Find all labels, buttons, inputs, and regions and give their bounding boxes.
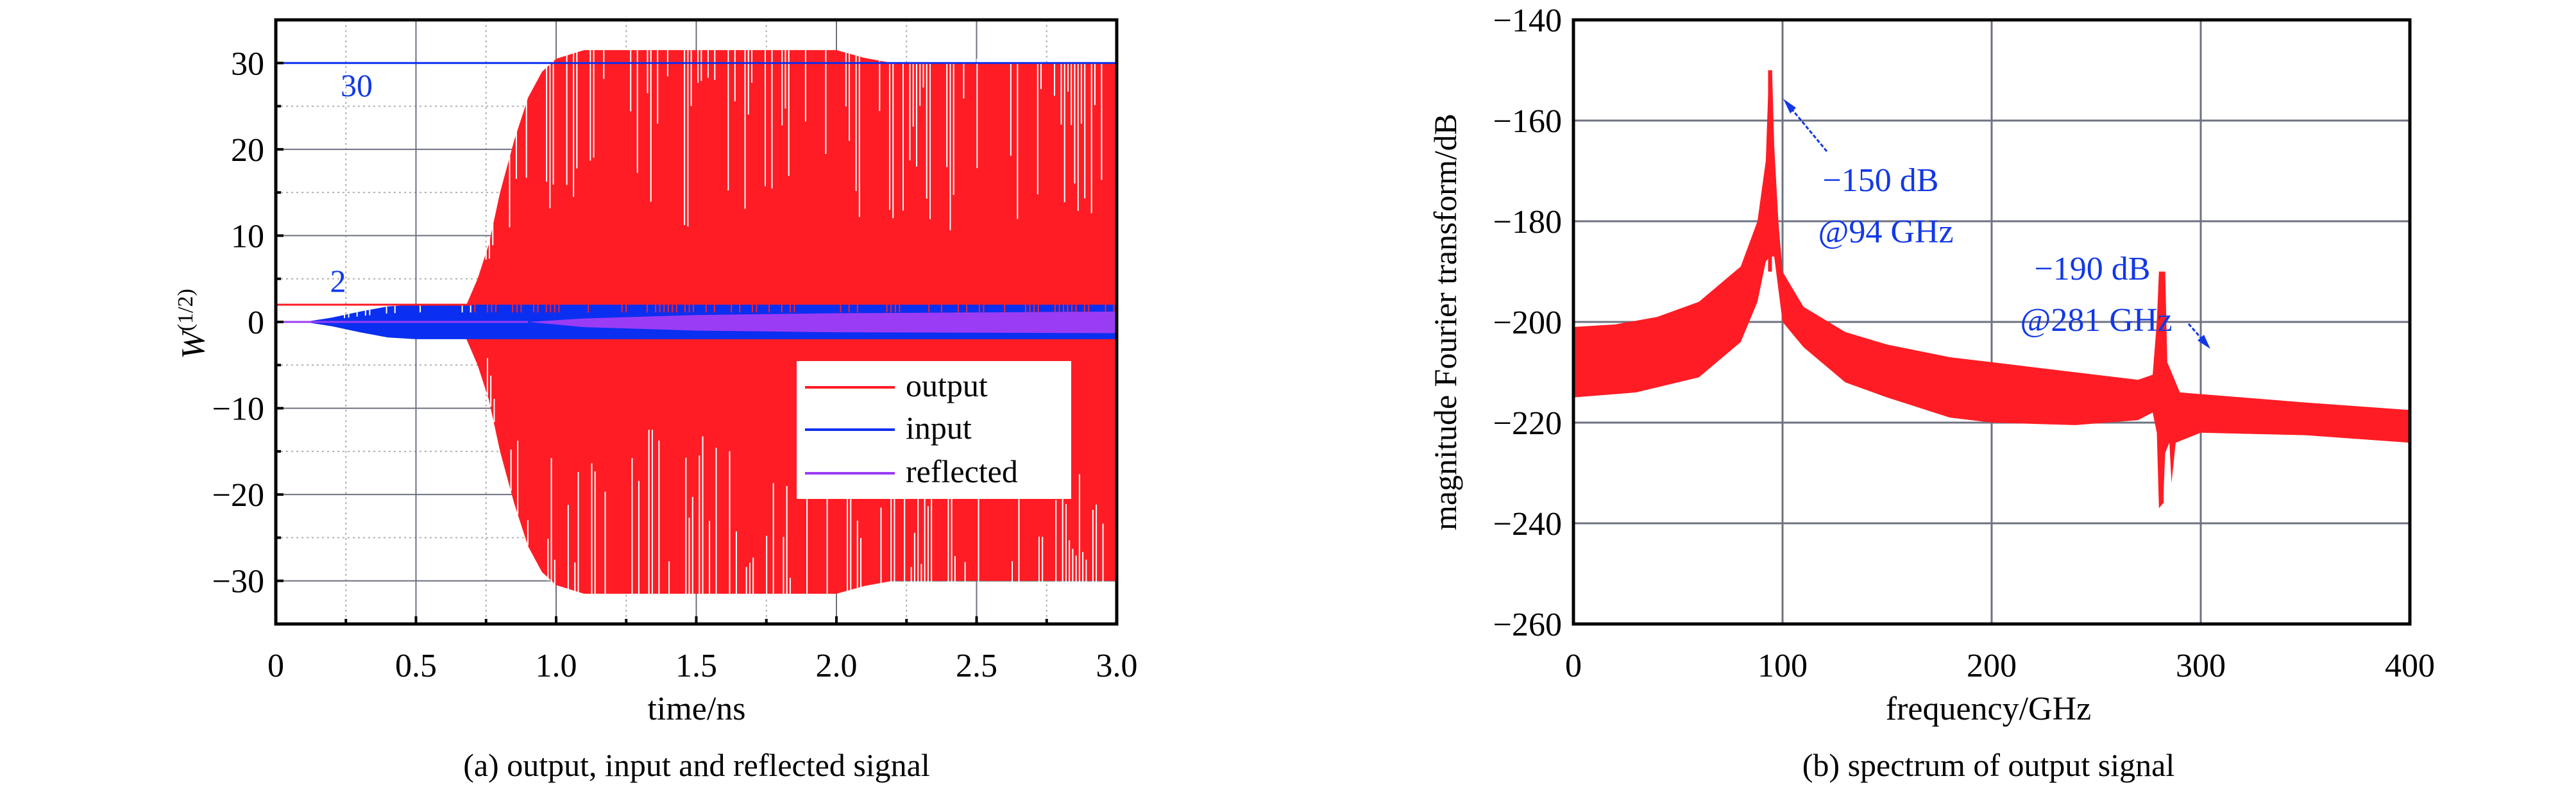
legend-label-output: output	[906, 367, 988, 403]
spectrum-series-band	[1573, 70, 2410, 509]
ref-line-label-2: 2	[330, 263, 346, 299]
annotation-94ghz-value: −150 dB	[1822, 162, 1938, 199]
y-tick-label: −10	[212, 391, 264, 428]
chart-a-ylabel: W(1/2)	[174, 289, 212, 358]
chart-a-xlabel: time/ns	[647, 691, 745, 727]
chart-a-ylabel-main: W	[175, 328, 212, 359]
x-tick-label: 2.0	[816, 648, 858, 684]
y-tick-label: −30	[212, 564, 264, 600]
x-tick-label: 100	[1758, 648, 1808, 684]
ref-line-label-30: 30	[341, 67, 373, 103]
chart-b-caption: (b) spectrum of output signal	[1802, 747, 2174, 783]
chart-a: 0 0.5 1.0 1.5 2.0 2.5 3.0 −30 −20 −10 0 10 20 30 time…	[174, 18, 1138, 783]
chart-a-ylabel-sup: (1/2)	[174, 289, 198, 331]
y-tick-label: −220	[1493, 405, 1562, 442]
x-tick-label: 200	[1967, 648, 2017, 684]
reflected-series-band	[276, 311, 1117, 333]
x-tick-label: 0.5	[395, 648, 437, 684]
y-tick-label: −140	[1493, 3, 1562, 39]
chart-b-ylabel: magnitude Fourier transform/dB	[1427, 114, 1463, 530]
x-tick-label: 0	[267, 648, 284, 684]
y-tick-label: 20	[231, 132, 264, 169]
y-tick-label: −20	[212, 477, 264, 514]
y-tick-label: −160	[1493, 103, 1562, 140]
annotation-281ghz-freq: @281 GHz	[2020, 302, 2172, 339]
chart-a-tick-labels: 0 0.5 1.0 1.5 2.0 2.5 3.0 −30 −20 −10 0 10 20 30	[212, 46, 1138, 684]
y-tick-label: 30	[231, 46, 264, 82]
x-tick-label: 2.5	[956, 648, 997, 684]
chart-a-legend: output input reflected	[797, 361, 1071, 499]
arrowhead-281ghz	[2198, 335, 2210, 349]
chart-a-caption: (a) output, input and reflected signal	[463, 747, 930, 783]
legend-label-reflected: reflected	[906, 453, 1018, 489]
y-tick-label: −200	[1493, 305, 1562, 341]
annotation-arrow-281ghz	[2187, 323, 2208, 345]
chart-b-tick-labels: 0 100 200 300 400 −260 −240 −220 −200 −180 −160 −14…	[1493, 3, 2435, 684]
legend-label-input: input	[906, 410, 972, 446]
chart-b-data	[1573, 70, 2410, 509]
annotation-281ghz-value: −190 dB	[2034, 251, 2150, 287]
x-tick-label: 0	[1565, 648, 1582, 684]
arrowhead-94ghz	[1783, 99, 1796, 114]
x-tick-label: 1.5	[675, 648, 717, 684]
y-tick-label: −180	[1493, 204, 1562, 240]
x-tick-label: 3.0	[1096, 648, 1138, 684]
chart-a-frame	[274, 18, 1119, 626]
x-tick-label: 300	[2176, 648, 2226, 684]
y-tick-label: 0	[248, 305, 264, 341]
x-tick-label: 1.0	[536, 648, 577, 684]
chart-b-frame	[1572, 18, 2412, 626]
chart-a-data	[276, 46, 1117, 598]
chart-b: 0 100 200 300 400 −260 −240 −220 −200 −180 −160 −14…	[1427, 3, 2435, 783]
chart-b-xlabel: frequency/GHz	[1886, 691, 2092, 727]
annotation-arrow-94ghz	[1785, 102, 1828, 152]
y-tick-label: −260	[1493, 607, 1562, 643]
annotation-94ghz-freq: @94 GHz	[1818, 214, 1953, 250]
x-tick-label: 400	[2385, 648, 2435, 684]
chart-b-annotations: −150 dB @94 GHz −190 dB @281 GHz	[1783, 99, 2210, 349]
y-tick-label: −240	[1493, 506, 1562, 543]
y-tick-label: 10	[231, 218, 264, 255]
